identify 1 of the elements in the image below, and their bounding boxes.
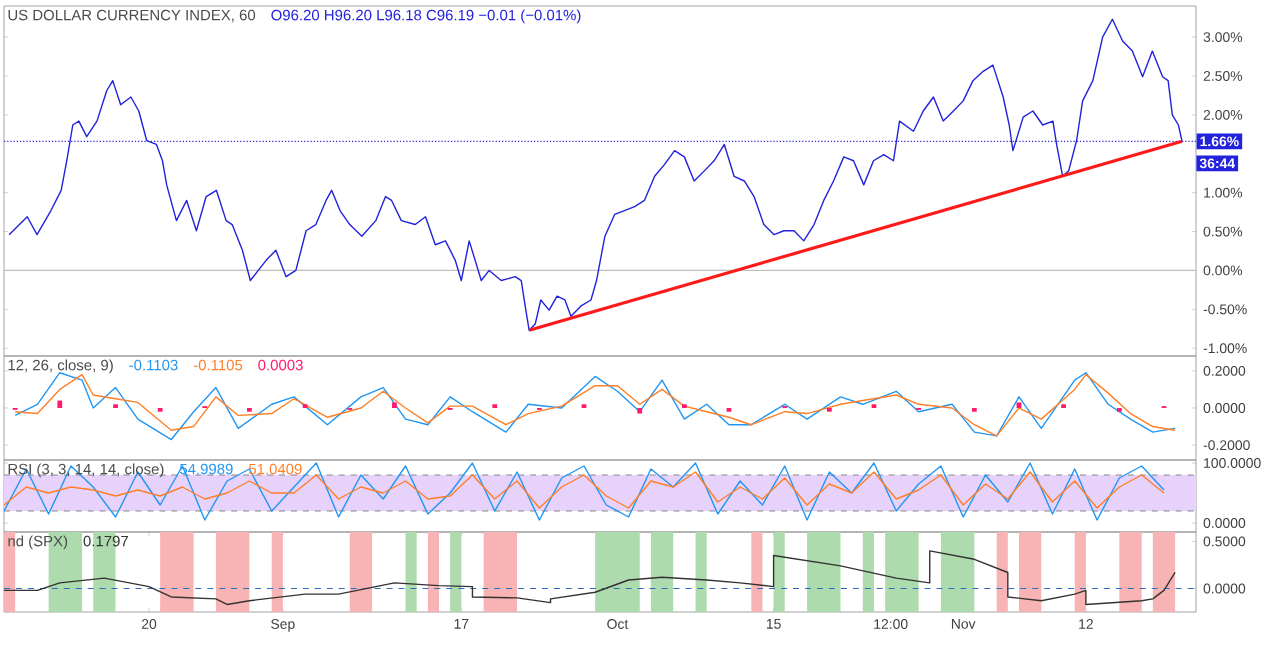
line-series: [3, 462, 1165, 521]
